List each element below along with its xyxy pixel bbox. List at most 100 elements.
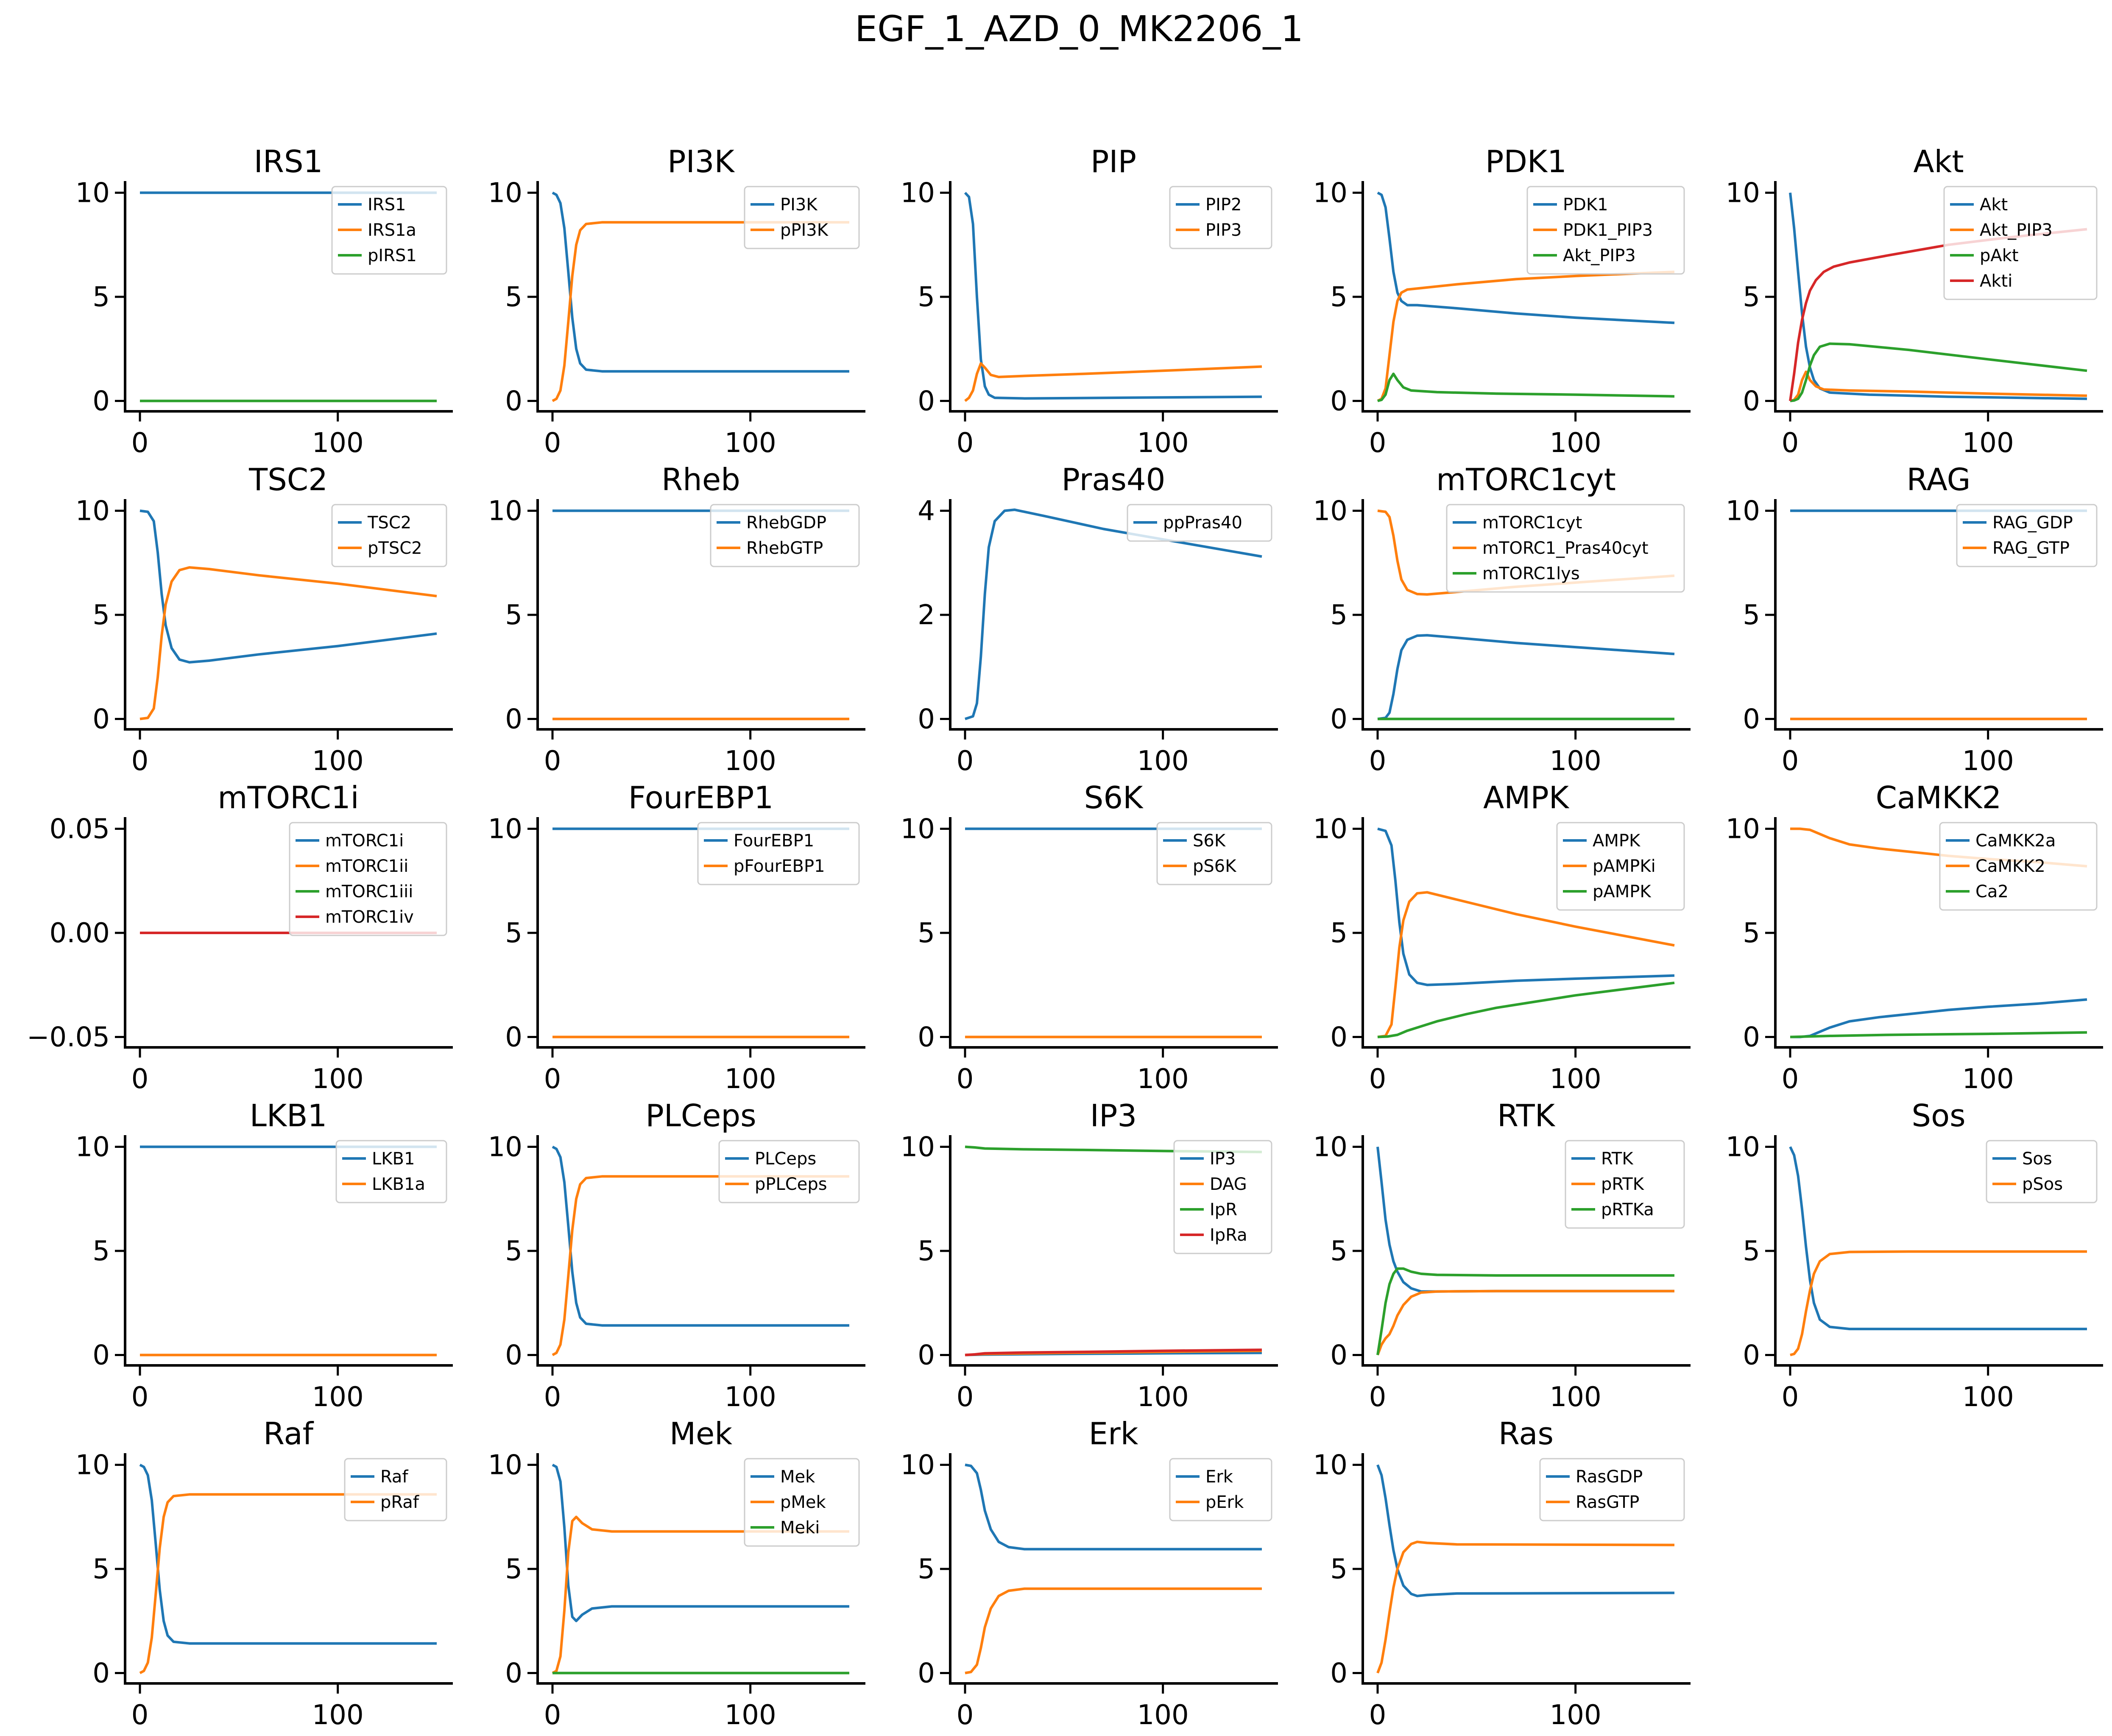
y-tick-label: 10 [75,1132,110,1163]
y-tick-label: 10 [1313,1132,1348,1163]
legend-label: Akt_PIP3 [1980,220,2053,240]
x-tick-label: 100 [312,1063,364,1095]
x-tick-label: 100 [1137,1063,1189,1095]
y-tick-label: 0 [505,1022,522,1053]
y-tick-label: 5 [1330,918,1348,949]
series-line-CaMKK2a [1790,998,2087,1038]
y-tick-label: 5 [918,1236,935,1267]
legend-label: Ca2 [1975,882,2009,901]
legend: PDK1 PDK1_PIP3 Akt_PIP3 [1526,186,1685,275]
subplot-title: Rheb [661,462,740,497]
legend-frame [1556,822,1685,911]
legend-label: IpRa [1210,1225,1247,1245]
legend-frame [1986,1140,2098,1203]
y-tick-label: 5 [505,1236,522,1267]
series-line-Erk [965,1463,1262,1551]
x-tick-label: 100 [1137,1700,1189,1731]
y-tick-label: 10 [488,814,522,845]
subplot-title: TSC2 [248,462,328,497]
series-line-pRaf [139,1493,437,1675]
y-tick-label: 0 [505,703,522,735]
legend: ppPras40 [1127,504,1272,542]
y-tick-label: 10 [488,178,522,209]
legend: Mek pMek Meki [744,1458,860,1547]
legend-label: pErk [1205,1493,1244,1512]
legend-frame [331,186,447,275]
x-tick-label: 100 [725,1382,776,1413]
subplot-title: PIP [1091,144,1136,179]
subplot-PDK1: PDK1 0 100 0 5 10 PDK1 PDK1_PIP3 Akt_PIP3 [1313,144,1691,459]
subplot-title: mTORC1cyt [1436,462,1616,497]
y-tick-label: 0.00 [50,918,110,949]
y-tick-label: 0 [92,385,110,417]
series-line-pRTKa [1376,1267,1674,1355]
y-tick-label: 0 [92,703,110,735]
subplot-title: Pras40 [1061,462,1165,497]
x-tick-label: 100 [312,745,364,777]
legend-label: mTORC1iv [325,907,414,927]
y-tick-label: 10 [488,1450,522,1481]
subplot-Erk: Erk 0 100 0 5 10 Erk pErk [901,1416,1278,1731]
y-tick-label: 0 [918,1658,935,1689]
legend: RTK pRTK pRTKa [1565,1140,1685,1229]
x-tick-label: 0 [544,745,561,777]
y-tick-label: 10 [1726,178,1760,209]
subplot-Pras40: Pras40 0 100 0 2 4 ppPras40 [918,462,1278,777]
legend-frame [289,822,447,936]
legend-label: DAG [1210,1175,1247,1194]
subplot-Mek: Mek 0 100 0 5 10 Mek pMek Meki [488,1416,865,1731]
legend-label: Akt [1980,195,2008,215]
legend: Akt Akt_PIP3 pAkt Akti [1943,186,2098,300]
y-tick-label: 5 [1330,600,1348,631]
y-tick-label: 10 [1313,496,1348,527]
legend: PI3K pPI3K [744,186,860,249]
legend: FourEBP1 pFourEBP1 [697,822,860,885]
legend-frame [718,1140,860,1203]
y-tick-label: 10 [901,178,935,209]
series-line-TSC2 [139,509,437,664]
x-tick-label: 100 [312,427,364,459]
legend-label: LKB1a [372,1175,425,1194]
y-tick-label: −0.05 [27,1022,110,1053]
y-tick-label: 0.05 [50,814,110,845]
y-tick-label: 0 [918,385,935,417]
subplot-IRS1: IRS1 0 100 0 5 10 IRS1 IRS1a pIRS1 [75,144,453,459]
subplot-Sos: Sos 0 100 0 5 10 Sos pSos [1726,1098,2103,1413]
legend: CaMKK2a CaMKK2 Ca2 [1939,822,2098,911]
y-tick-label: 0 [1743,1340,1760,1371]
y-tick-label: 2 [918,600,935,631]
legend-label: mTORC1cyt [1482,513,1582,533]
legend-label: RhebGTP [746,539,823,558]
legend-label: RAG_GTP [1992,539,2070,558]
series-line-RasGTP [1376,1541,1675,1674]
legend-label: PI3K [780,195,818,215]
legend-label: FourEBP1 [734,831,814,851]
subplot-title: PDK1 [1485,144,1567,179]
x-tick-label: 100 [1550,1700,1601,1731]
legend-label: AMPK [1593,831,1641,851]
legend-frame [1539,1458,1685,1521]
y-tick-label: 10 [75,1450,110,1481]
subplot-PIP: PIP 0 100 0 5 10 PIP2 PIP3 [901,144,1278,459]
x-tick-label: 100 [1137,427,1189,459]
y-tick-label: 5 [1330,1554,1348,1585]
x-tick-label: 0 [957,745,974,777]
legend-label: mTORC1_Pras40cyt [1482,539,1649,558]
y-tick-label: 0 [505,1340,522,1371]
legend-label: RhebGDP [746,513,826,533]
y-tick-label: 0 [1330,703,1348,735]
series-line-PLCeps [552,1145,849,1327]
y-tick-label: 5 [1743,918,1760,949]
x-tick-label: 0 [544,1063,561,1095]
subplot-title: mTORC1i [218,780,359,815]
legend-label: S6K [1193,831,1226,851]
legend-label: Meki [780,1518,820,1538]
subplot-FourEBP1: FourEBP1 0 100 0 5 10 FourEBP1 pFourEBP1 [488,780,865,1095]
subplot-Raf: Raf 0 100 0 5 10 Raf pRaf [75,1416,453,1731]
legend: PIP2 PIP3 [1169,186,1272,249]
legend-label: CaMKK2 [1975,857,2045,876]
subplot-CaMKK2: CaMKK2 0 100 0 5 10 CaMKK2a CaMKK2 Ca2 [1726,780,2103,1095]
subplot-PLCeps: PLCeps 0 100 0 5 10 PLCeps pPLCeps [488,1098,865,1413]
